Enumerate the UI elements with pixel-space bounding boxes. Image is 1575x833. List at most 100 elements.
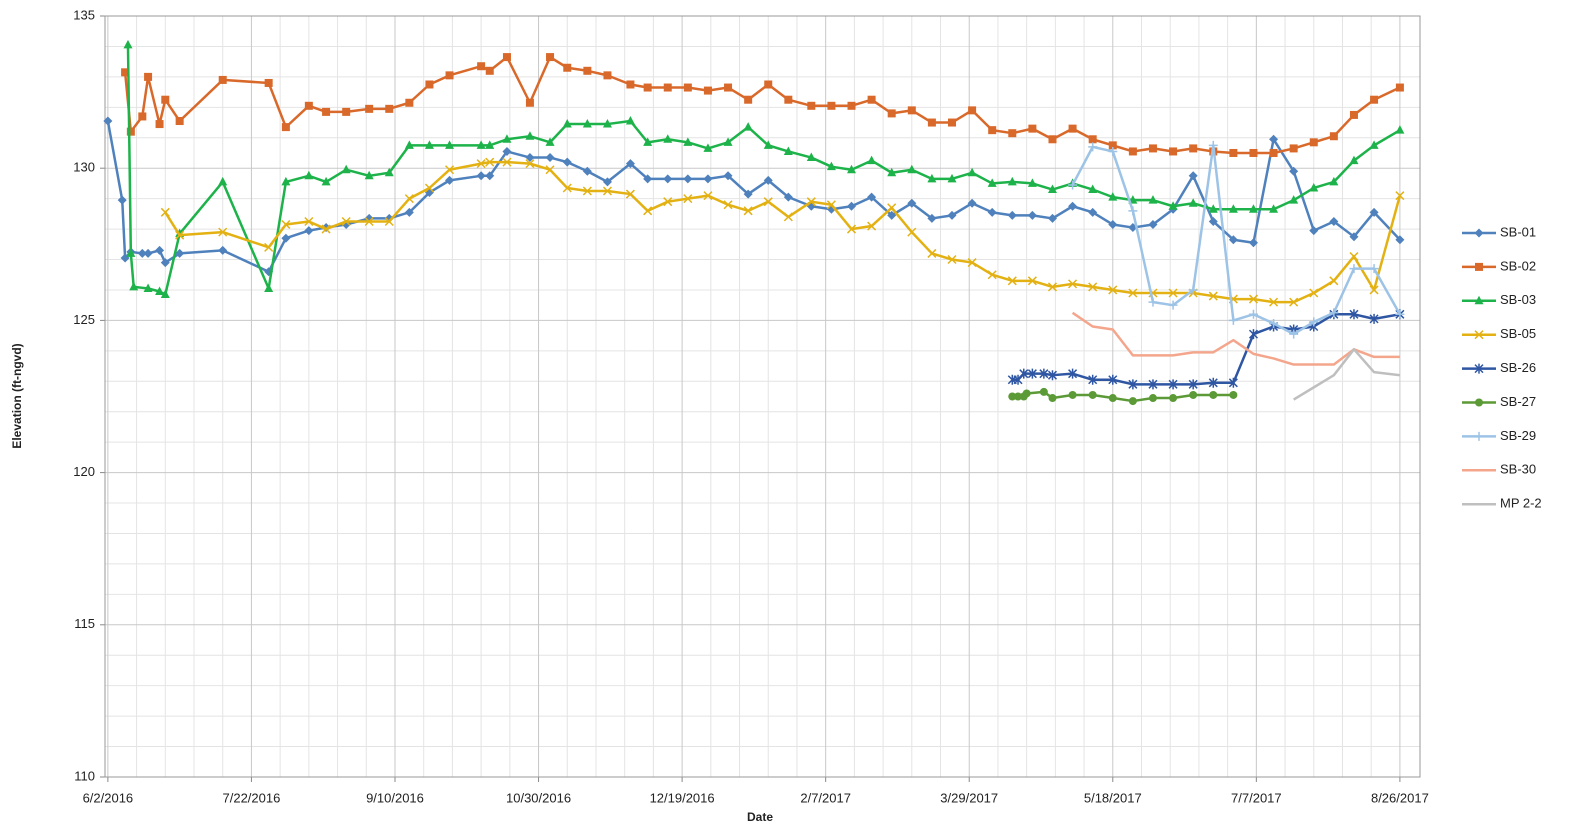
marker	[1027, 210, 1037, 220]
marker	[1088, 135, 1097, 144]
marker	[1088, 142, 1098, 152]
marker	[485, 140, 495, 149]
marker	[545, 137, 555, 146]
legend-marker	[1474, 330, 1484, 340]
x-tick-label: 12/19/2016	[650, 790, 715, 805]
marker	[1007, 210, 1017, 220]
marker	[562, 183, 572, 193]
marker	[703, 143, 713, 152]
marker	[1208, 291, 1218, 301]
marker	[1395, 191, 1405, 201]
marker	[525, 153, 535, 163]
marker	[404, 140, 414, 149]
marker	[1027, 276, 1037, 286]
marker	[1229, 148, 1238, 157]
marker	[322, 107, 331, 116]
marker	[264, 242, 274, 252]
marker	[1309, 317, 1319, 327]
legend-marker	[1475, 262, 1483, 271]
marker	[1349, 251, 1359, 262]
marker	[1128, 397, 1137, 406]
marker	[545, 153, 555, 163]
marker	[744, 95, 753, 104]
marker	[144, 72, 153, 81]
marker	[907, 106, 916, 115]
marker	[476, 171, 486, 181]
marker	[1349, 110, 1358, 119]
marker	[160, 258, 170, 268]
marker	[847, 101, 856, 110]
marker	[1169, 147, 1178, 156]
marker	[1395, 83, 1404, 92]
marker	[281, 176, 291, 186]
marker	[1007, 176, 1017, 186]
marker	[264, 283, 274, 292]
marker	[1395, 309, 1405, 319]
marker	[160, 207, 170, 217]
y-tick-label: 130	[73, 160, 95, 175]
marker	[1047, 282, 1058, 292]
marker	[1014, 392, 1023, 401]
marker	[763, 197, 773, 207]
marker	[625, 159, 635, 169]
marker	[117, 195, 127, 205]
marker	[867, 192, 877, 202]
legend-label: SB-01	[1500, 224, 1536, 239]
marker	[365, 104, 374, 113]
marker	[1269, 134, 1279, 144]
marker	[1188, 171, 1198, 181]
marker	[385, 104, 394, 113]
marker	[723, 171, 733, 181]
marker	[384, 167, 394, 177]
marker	[341, 164, 351, 174]
series-line	[1293, 348, 1401, 401]
marker	[1228, 235, 1238, 245]
marker	[867, 155, 877, 165]
marker	[364, 216, 374, 227]
marker	[1248, 238, 1258, 248]
marker	[1068, 279, 1078, 289]
marker	[1248, 329, 1259, 340]
marker	[562, 119, 572, 128]
marker	[1329, 276, 1339, 286]
marker	[1228, 315, 1238, 325]
marker	[485, 157, 495, 167]
marker	[1289, 297, 1299, 307]
marker	[1068, 390, 1077, 399]
marker	[763, 175, 773, 185]
x-tick-label: 10/30/2016	[506, 790, 571, 805]
marker	[625, 116, 635, 125]
marker	[743, 189, 753, 199]
marker	[743, 122, 753, 131]
marker	[947, 118, 956, 127]
marker	[1188, 198, 1198, 207]
marker	[583, 66, 592, 75]
marker	[1208, 140, 1218, 150]
marker	[783, 146, 793, 155]
marker	[887, 109, 896, 118]
marker	[562, 157, 572, 167]
x-tick-label: 3/29/2017	[940, 790, 998, 805]
marker	[1189, 390, 1198, 399]
marker	[806, 197, 816, 207]
y-axis-title: Elevation (ft-ngvd)	[10, 343, 24, 448]
marker	[1048, 135, 1057, 144]
marker	[907, 227, 917, 237]
marker	[1128, 147, 1137, 156]
marker	[218, 245, 228, 255]
marker	[160, 289, 170, 299]
marker	[887, 210, 897, 220]
marker	[405, 98, 414, 107]
marker	[1248, 294, 1259, 304]
marker	[1269, 297, 1279, 307]
marker	[967, 258, 977, 268]
marker	[155, 245, 165, 255]
marker	[1008, 392, 1017, 401]
x-tick-label: 7/22/2016	[223, 790, 281, 805]
marker	[1047, 213, 1057, 223]
marker	[723, 137, 733, 146]
marker	[826, 200, 836, 210]
marker	[1108, 146, 1118, 156]
marker	[1370, 95, 1379, 104]
